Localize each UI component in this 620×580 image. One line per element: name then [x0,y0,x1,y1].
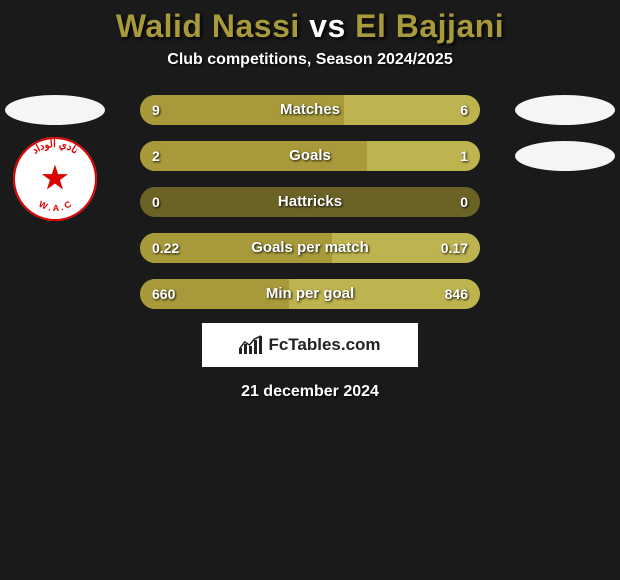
placeholder-ellipse-icon [5,95,105,125]
stat-bar-right [332,233,480,263]
stat-bar-track: 660 Min per goal 846 [140,279,480,309]
title-vs: vs [309,8,346,44]
stat-bar-track: 9 Matches 6 [140,95,480,125]
stat-bar-right [344,95,480,125]
title-player2: El Bajjani [355,8,504,44]
player2-logo-slot [510,87,620,133]
stat-bar-left [140,233,332,263]
chart-bars-icon [239,336,262,354]
stat-bar-left [140,141,367,171]
stat-value-left: 0 [152,187,160,217]
watermark: FcTables.com [202,323,418,367]
placeholder-ellipse-icon [515,141,615,171]
player2-logo-slot [510,133,620,179]
stat-row: 9 Matches 6 [0,87,620,133]
page-title: Walid Nassi vs El Bajjani [0,8,620,45]
stat-row: 660 Min per goal 846 [0,271,620,317]
watermark-text: FcTables.com [268,335,380,355]
stat-bar-track: 0.22 Goals per match 0.17 [140,233,480,263]
subtitle: Club competitions, Season 2024/2025 [0,51,620,69]
stat-bar-track: 2 Goals 1 [140,141,480,171]
stat-row: 0 Hattricks 0 [0,179,620,225]
title-player1: Walid Nassi [116,8,300,44]
stat-bar-track: 0 Hattricks 0 [140,187,480,217]
stat-row: نادي الوداد W . A . C ★ 2 Goals 1 [0,133,620,179]
placeholder-ellipse-icon [515,95,615,125]
stat-row: 0.22 Goals per match 0.17 [0,225,620,271]
stat-bar-right [289,279,480,309]
stat-value-right: 0 [460,187,468,217]
stat-bar-right [367,141,480,171]
date-label: 21 december 2024 [0,383,620,401]
player1-logo-slot [0,87,110,133]
stat-label: Hattricks [140,187,480,217]
comparison-card: Walid Nassi vs El Bajjani Club competiti… [0,8,620,401]
stat-bar-left [140,279,289,309]
stat-bar-left [140,95,344,125]
